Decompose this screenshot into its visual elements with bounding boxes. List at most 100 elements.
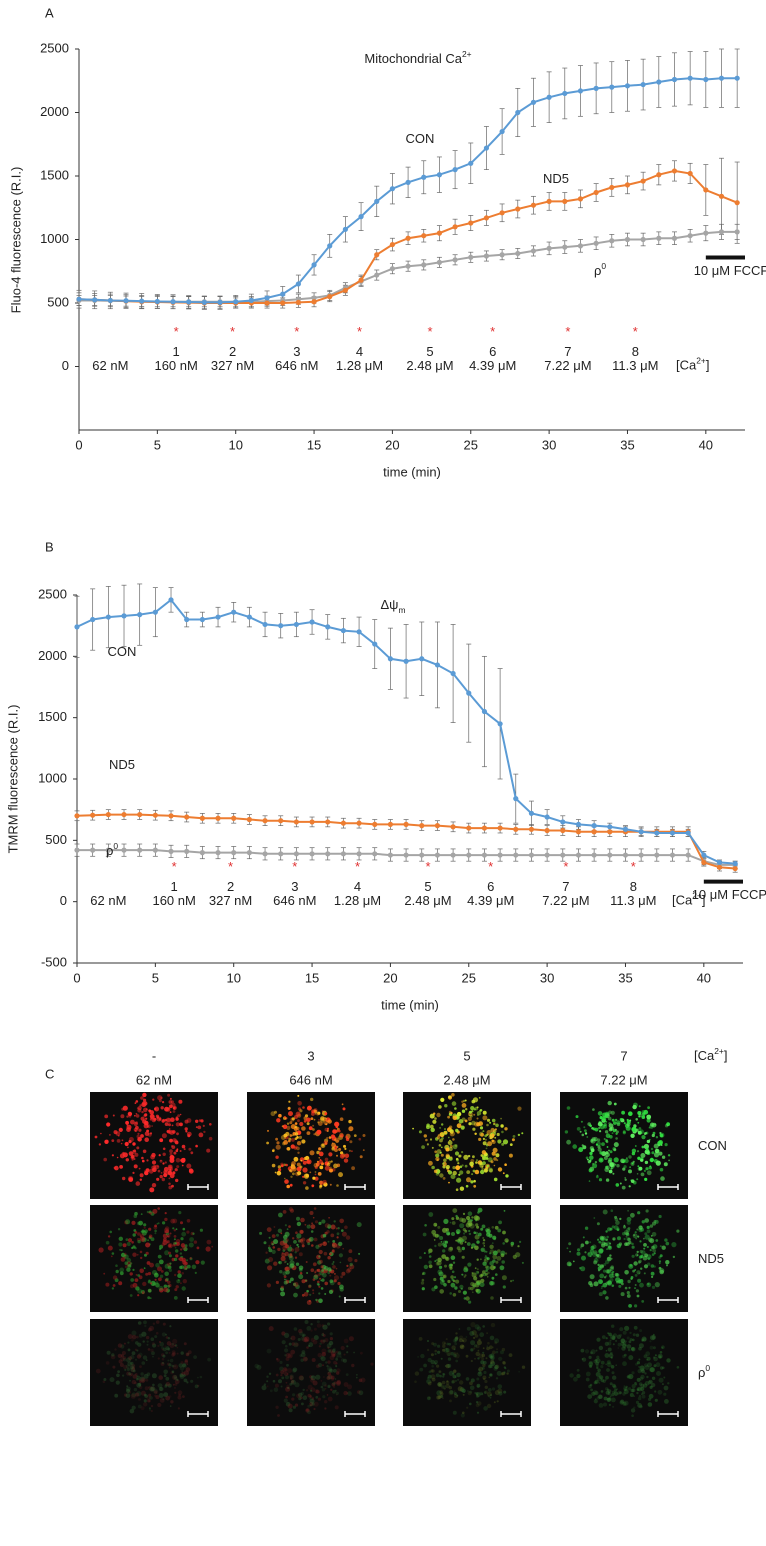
- micrograph-speck: [139, 1173, 144, 1178]
- micrograph-speck: [327, 1119, 332, 1124]
- micrograph-speck: [607, 1245, 613, 1251]
- micrograph-speck: [103, 1378, 107, 1381]
- data-point: [107, 297, 113, 304]
- micrograph-speck: [131, 1241, 134, 1244]
- micrograph-speck: [663, 1376, 666, 1379]
- micrograph-speck: [310, 1375, 316, 1381]
- data-point: [591, 852, 597, 858]
- micrograph-speck: [324, 1127, 329, 1132]
- micrograph-speck: [323, 1182, 328, 1187]
- micrograph-speck: [647, 1262, 651, 1266]
- micrograph-speck: [310, 1378, 315, 1383]
- micrograph-speck: [305, 1173, 310, 1178]
- micrograph-speck: [622, 1401, 627, 1406]
- micrograph-speck: [168, 1182, 171, 1186]
- micrograph-speck: [343, 1338, 349, 1344]
- micrograph-speck: [468, 1114, 471, 1116]
- micrograph-speck: [283, 1140, 288, 1145]
- micrograph-speck: [309, 1171, 312, 1174]
- micrograph-speck: [102, 1380, 106, 1383]
- micrograph-speck: [314, 1274, 318, 1278]
- micrograph-speck: [311, 1244, 314, 1247]
- data-point: [528, 810, 535, 816]
- micrograph-speck: [609, 1150, 613, 1154]
- micrograph-speck: [459, 1387, 465, 1393]
- micrograph-speck: [268, 1248, 273, 1253]
- micrograph-speck: [186, 1163, 192, 1169]
- micrograph-speck: [139, 1268, 144, 1274]
- micrograph-speck: [105, 1240, 110, 1245]
- micrograph-speck: [449, 1292, 453, 1295]
- micrograph-speck: [313, 1207, 317, 1210]
- micrograph-speck: [434, 1360, 438, 1364]
- micrograph-speck: [321, 1278, 325, 1282]
- micrograph-speck: [145, 1378, 149, 1382]
- micrograph-speck: [179, 1150, 182, 1152]
- micrograph-speck: [159, 1159, 163, 1163]
- micrograph-speck: [635, 1118, 638, 1121]
- micrograph-speck: [631, 1148, 637, 1154]
- micrograph-speck: [493, 1401, 496, 1404]
- micrograph-speck: [487, 1388, 492, 1392]
- micrograph-speck: [442, 1349, 445, 1351]
- micrograph-speck: [636, 1228, 639, 1231]
- micrograph-speck: [125, 1393, 131, 1398]
- micrograph-speck: [475, 1401, 479, 1404]
- micrograph-speck: [651, 1376, 656, 1381]
- micrograph-speck: [431, 1165, 435, 1170]
- micrograph-speck: [144, 1394, 148, 1398]
- micrograph-speck: [302, 1175, 305, 1178]
- micrograph-speck: [438, 1370, 442, 1374]
- micrograph-speck: [106, 1350, 111, 1355]
- micrograph-speck: [593, 1250, 598, 1255]
- column-conc: 62 nM: [136, 1072, 172, 1087]
- micrograph-speck: [586, 1136, 589, 1138]
- micrograph-speck: [604, 1353, 610, 1358]
- micrograph-speck: [289, 1183, 293, 1187]
- micrograph-speck: [161, 1177, 165, 1182]
- data-point: [356, 820, 362, 826]
- micrograph-speck: [132, 1369, 136, 1373]
- micrograph-speck: [134, 1211, 138, 1216]
- micrograph-speck: [293, 1156, 299, 1162]
- ion-label-part: 2+: [714, 1046, 724, 1056]
- micrograph-speck: [110, 1354, 116, 1360]
- series-label: ND5: [109, 757, 135, 772]
- micrograph-speck: [589, 1241, 592, 1244]
- micrograph-speck: [138, 1379, 141, 1382]
- micrograph-speck: [136, 1375, 141, 1380]
- micrograph-speck: [165, 1333, 168, 1336]
- micrograph-speck: [625, 1125, 631, 1131]
- micrograph-speck: [470, 1246, 474, 1249]
- micrograph-speck: [605, 1375, 609, 1380]
- micrograph-speck: [324, 1138, 329, 1143]
- micrograph-speck: [489, 1121, 492, 1124]
- micrograph-speck: [620, 1338, 626, 1344]
- micrograph-speck: [654, 1219, 659, 1224]
- micrograph-speck: [297, 1151, 300, 1155]
- micrograph-speck: [150, 1237, 155, 1242]
- micrograph-speck: [134, 1381, 137, 1385]
- micrograph-speck: [326, 1366, 332, 1372]
- micrograph-speck: [196, 1246, 200, 1250]
- micrograph-speck: [447, 1170, 453, 1175]
- micrograph-speck: [638, 1166, 643, 1171]
- micrograph-speck: [577, 1248, 581, 1252]
- micrograph-speck: [332, 1381, 336, 1386]
- micrograph-speck: [180, 1282, 182, 1285]
- micrograph-speck: [475, 1392, 479, 1396]
- micrograph-speck: [186, 1230, 190, 1234]
- micrograph-speck: [358, 1252, 361, 1255]
- column-step: 3: [307, 1048, 314, 1063]
- micrograph-speck: [172, 1374, 178, 1380]
- scale-bar: [187, 1411, 209, 1417]
- micrograph-speck: [476, 1385, 480, 1388]
- micrograph-speck: [463, 1154, 469, 1160]
- micrograph-speck: [590, 1252, 594, 1256]
- micrograph-speck: [313, 1327, 317, 1331]
- micrograph-speck: [474, 1132, 477, 1135]
- micrograph-speck: [175, 1228, 178, 1231]
- micrograph-speck: [623, 1353, 627, 1357]
- micrograph-speck: [597, 1238, 600, 1241]
- micrograph-speck: [296, 1233, 302, 1239]
